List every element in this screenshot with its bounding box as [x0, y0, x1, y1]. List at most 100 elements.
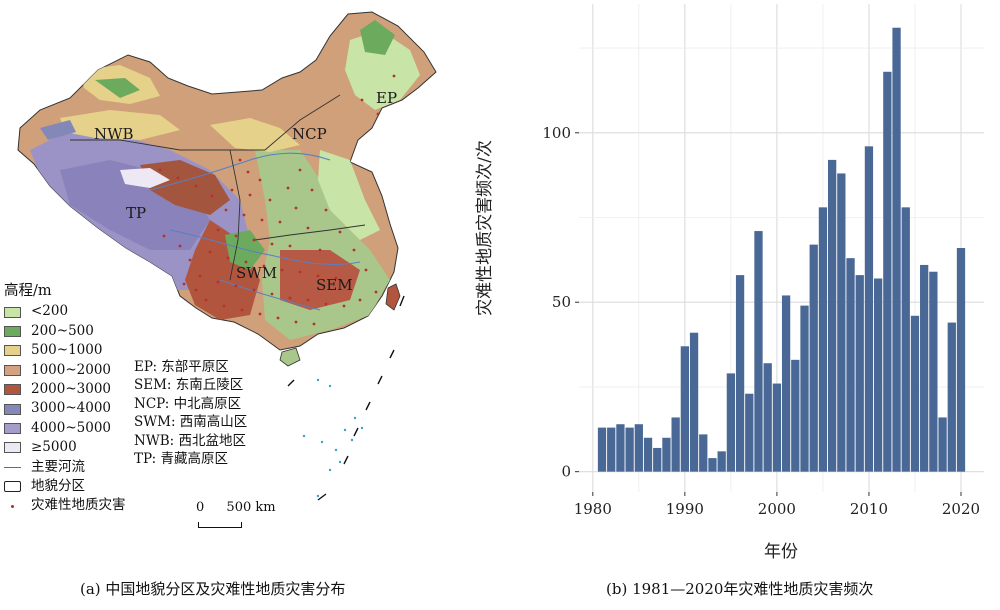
- scale-distance-label: 500 km: [226, 500, 276, 515]
- bar-2002: [791, 359, 800, 472]
- region-label-sem: SEM: [316, 276, 353, 294]
- chart-panel: 1980 1990 2000 2010 2020 0 50 100 年份 灾难性地质灾害频次…: [470, 0, 1000, 570]
- region-name-swm: SWM: 西南高山区: [134, 414, 248, 431]
- bar-2011: [874, 278, 883, 472]
- legend-item-elevation: 4000~5000: [4, 419, 126, 438]
- legend-item-hazard: 灾难性地质灾害: [4, 496, 126, 515]
- bar-2003: [800, 305, 809, 472]
- y-tick-label: 0: [561, 463, 571, 481]
- x-tick-label: 2020: [942, 500, 980, 518]
- x-axis-label: 年份: [764, 542, 798, 562]
- bar-1983: [616, 424, 625, 472]
- legend-label-elevation: 4000~5000: [31, 419, 112, 436]
- x-tick-label: 2010: [850, 500, 888, 518]
- legend-label-zone: 地貌分区: [31, 477, 85, 494]
- south-china-sea-dots: [302, 378, 364, 498]
- legend-label-elevation: 3000~4000: [31, 400, 112, 417]
- bar-1982: [607, 427, 616, 472]
- scale-zero-label: 0: [196, 500, 205, 515]
- legend-item-elevation: 3000~4000: [4, 399, 126, 418]
- elevation-swatch: [4, 384, 21, 396]
- bar-chart: 1980 1990 2000 2010 2020 0 50 100 年份 灾难性地质灾害频次…: [475, 4, 984, 562]
- bar-2004: [809, 244, 818, 472]
- map-panel: NWB NCP EP TP SWM SEM 高程/m <200 200~500 50…: [0, 0, 460, 560]
- bar-2008: [846, 258, 855, 472]
- bar-1989: [671, 417, 680, 472]
- bar-1993: [708, 458, 717, 472]
- legend-label-elevation: 2000~3000: [31, 380, 112, 397]
- legend-item-elevation: 200~500: [4, 322, 126, 341]
- legend-item-elevation: ≥5000: [4, 438, 126, 457]
- region-label-swm: SWM: [236, 264, 277, 282]
- bar-1996: [735, 275, 745, 472]
- y-tick-label: 50: [552, 293, 571, 311]
- region-name-list: EP: 东部平原区 SEM: 东南丘陵区 NCP: 中北高原区 SWM: 西南高…: [134, 358, 247, 468]
- region-label-nwb: NWB: [94, 125, 134, 143]
- legend-label-elevation: ≥5000: [31, 439, 77, 456]
- bar-2020: [956, 248, 966, 472]
- elevation-swatch: [4, 422, 21, 434]
- legend-label-elevation: 500~1000: [31, 342, 103, 359]
- region-label-ncp: NCP: [292, 125, 327, 143]
- bar-2010: [864, 146, 874, 472]
- bar-1985: [634, 424, 643, 472]
- region-name-ncp: NCP: 中北高原区: [134, 395, 242, 412]
- bar-1990: [680, 346, 689, 472]
- bar-2017: [929, 271, 938, 472]
- scale-line: [198, 522, 242, 528]
- elevation-swatch: [4, 403, 21, 415]
- bar-2013: [892, 27, 901, 472]
- caption-b: (b) 1981—2020年灾难性地质灾害频次: [606, 580, 874, 598]
- bar-2014: [901, 207, 910, 472]
- bar-1994: [717, 451, 726, 472]
- bar-2018: [938, 417, 947, 472]
- bar-1988: [662, 437, 671, 472]
- terrain: [17, 11, 437, 501]
- bar-2007: [837, 173, 846, 472]
- legend-label-river: 主要河流: [31, 458, 85, 475]
- elevation-swatch: [4, 325, 21, 337]
- x-tick-label: 1990: [666, 500, 704, 518]
- legend-item-elevation: 500~1000: [4, 341, 126, 360]
- elevation-swatch: [4, 306, 21, 318]
- region-name-nwb: NWB: 西北盆地区: [134, 432, 246, 449]
- caption-a: (a) 中国地貌分区及灾难性地质灾害分布: [80, 580, 346, 598]
- legend-label-elevation: <200: [31, 303, 69, 320]
- legend-label-elevation: 200~500: [31, 322, 94, 339]
- bar-2016: [920, 264, 929, 472]
- bar-1991: [689, 332, 699, 472]
- elevation-swatch: [4, 364, 21, 376]
- legend-item-elevation: <200: [4, 302, 126, 321]
- bar-1981: [597, 427, 607, 472]
- bar-1995: [726, 373, 736, 472]
- region-name-tp: TP: 青藏高原区: [134, 451, 228, 468]
- bar-2005: [818, 207, 828, 472]
- bar-1997: [745, 393, 754, 472]
- bar-2009: [855, 275, 864, 472]
- china-map: NWB NCP EP TP SWM SEM: [17, 11, 437, 501]
- bar-2012: [883, 71, 892, 472]
- bar-2019: [947, 322, 956, 472]
- y-axis-label: 灾难性地质灾害频次/次: [475, 140, 495, 316]
- bar-2000: [772, 383, 782, 472]
- bar-2015: [910, 315, 920, 472]
- elevation-legend: 高程/m <200 200~500 500~1000 1000~2000 2000~30…: [4, 282, 126, 516]
- region-label-tp: TP: [126, 204, 146, 222]
- y-tick-label: 100: [542, 124, 571, 142]
- bar-1984: [625, 427, 634, 472]
- legend-label-hazard: 灾难性地质灾害: [31, 497, 126, 514]
- region-name-ep: EP: 东部平原区: [134, 359, 229, 375]
- legend-item-zone: 地貌分区: [4, 477, 126, 496]
- bar-1986: [643, 437, 653, 472]
- bar-1992: [699, 434, 708, 472]
- hazard-dots: [158, 74, 396, 326]
- x-tick-label: 1980: [574, 500, 612, 518]
- bar-2001: [781, 295, 791, 472]
- river-line-icon: [4, 462, 21, 473]
- zone-box-icon: [4, 481, 21, 493]
- scale-bar: 0 500 km: [196, 500, 276, 528]
- bar-1987: [653, 447, 662, 472]
- legend-item-river: 主要河流: [4, 458, 126, 477]
- legend-title: 高程/m: [4, 283, 52, 299]
- region-label-ep: EP: [376, 89, 397, 107]
